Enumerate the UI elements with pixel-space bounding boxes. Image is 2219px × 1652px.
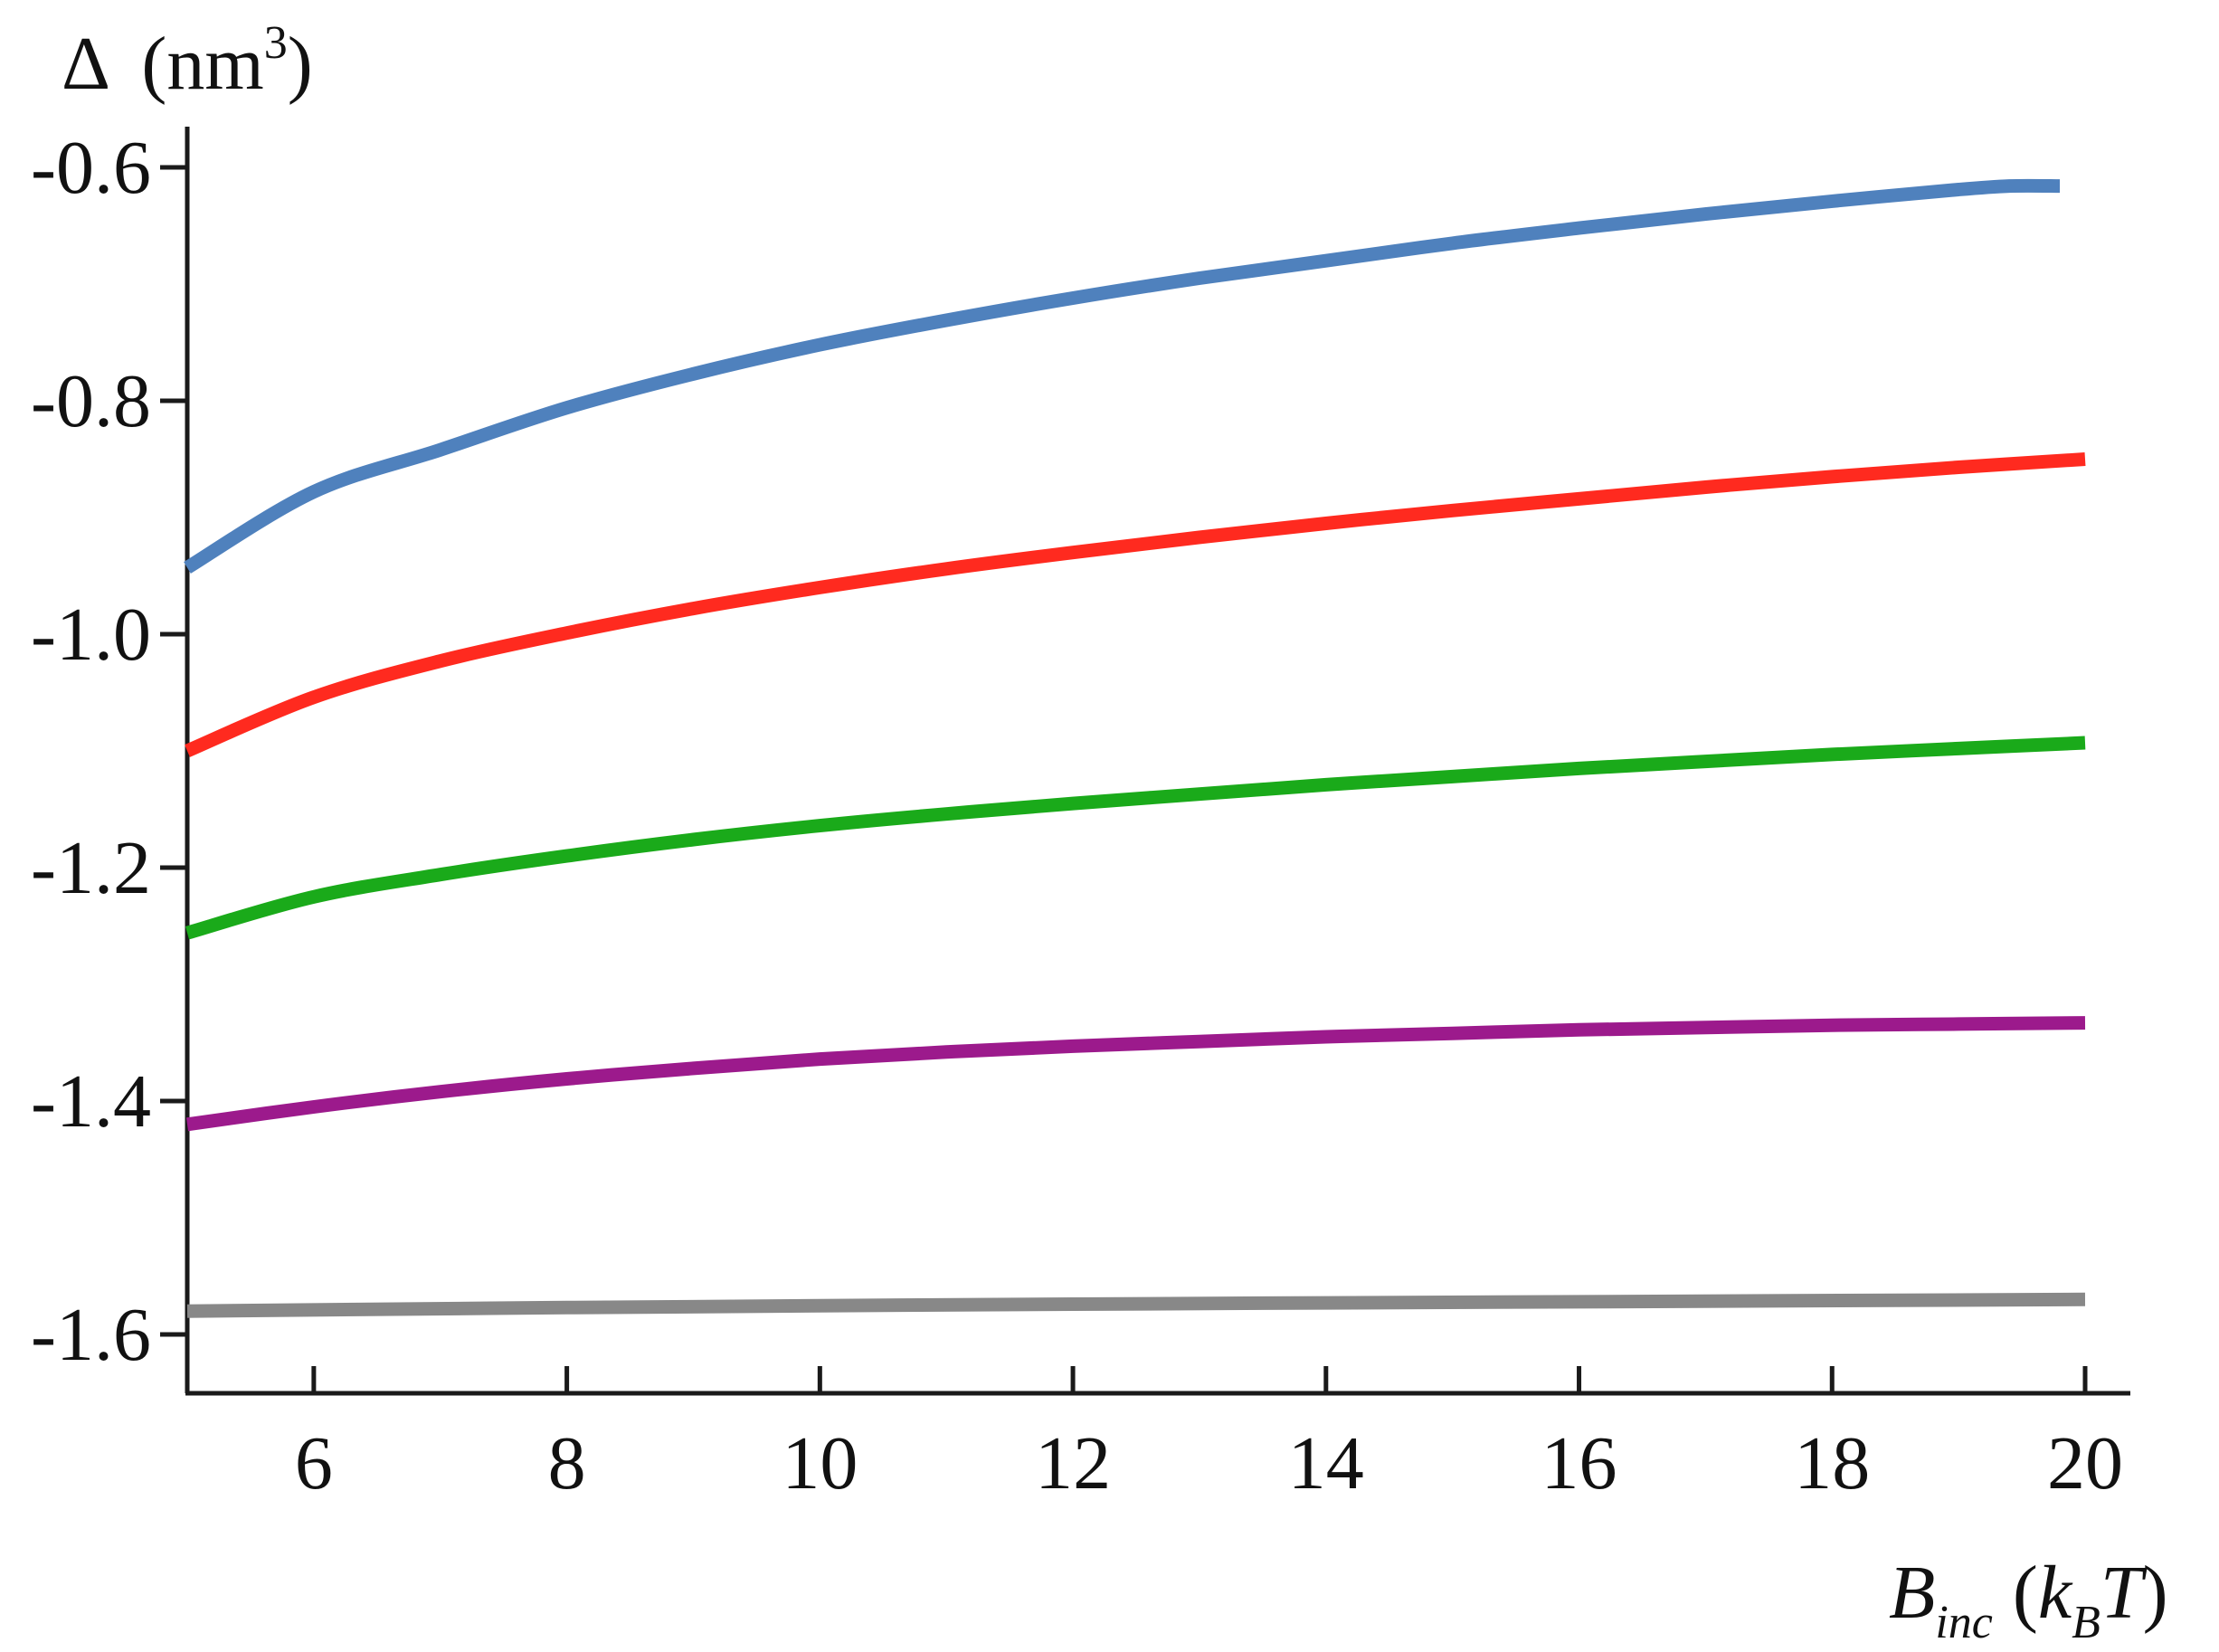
- x-axis-label-k: k: [2038, 1551, 2073, 1635]
- x-tick-label: 8: [548, 1421, 586, 1505]
- x-axis-label-T: T: [2100, 1551, 2148, 1635]
- x-axis-label-paren-close: ): [2143, 1551, 2168, 1635]
- axes: -0.6 -0.8 -1.0 -1.2 -1.4 -1.6 6 8 10 12 14 16 18 20: [31, 126, 2130, 1505]
- y-axis-label: Δ (nm3): [62, 17, 313, 106]
- series-line-4: [185, 1016, 2086, 1132]
- y-tick-label: -1.4: [31, 1059, 151, 1144]
- y-tick-label: -0.8: [31, 359, 151, 443]
- x-axis-label-k-sub: B: [2072, 1597, 2100, 1648]
- x-tick-label: 18: [1794, 1421, 1870, 1505]
- x-tick-label: 12: [1035, 1421, 1111, 1505]
- y-tick-label: -1.2: [31, 826, 151, 910]
- x-tick-label: 6: [295, 1421, 333, 1505]
- x-tick-label: 10: [782, 1421, 858, 1505]
- series-line-3: [185, 736, 2086, 940]
- x-tick-label: 16: [1541, 1421, 1617, 1505]
- y-tick-label: -1.0: [31, 593, 151, 677]
- x-axis-label-paren-open: (: [2013, 1551, 2038, 1635]
- y-axis-label-unit-exponent: 3: [264, 17, 288, 69]
- y-axis-label-unit: (nm: [141, 22, 263, 106]
- series-line-5: [186, 1292, 2086, 1318]
- y-axis-label-symbol: Δ: [62, 22, 108, 106]
- x-tick-label: 20: [2047, 1421, 2123, 1505]
- y-tick-label: -1.6: [31, 1293, 151, 1377]
- series-line-2: [185, 452, 2086, 757]
- y-tick-label: -0.6: [31, 126, 151, 210]
- x-tick-label: 14: [1288, 1421, 1364, 1505]
- series-line-1: [184, 178, 2061, 574]
- x-axis-label: Binc (kBT): [1889, 1551, 2168, 1648]
- x-axis-label-sub: inc: [1935, 1597, 1993, 1648]
- y-axis-label-unit-close: ): [288, 22, 313, 106]
- x-axis-label-base: B: [1889, 1551, 1935, 1635]
- series-layer: [184, 178, 2086, 1318]
